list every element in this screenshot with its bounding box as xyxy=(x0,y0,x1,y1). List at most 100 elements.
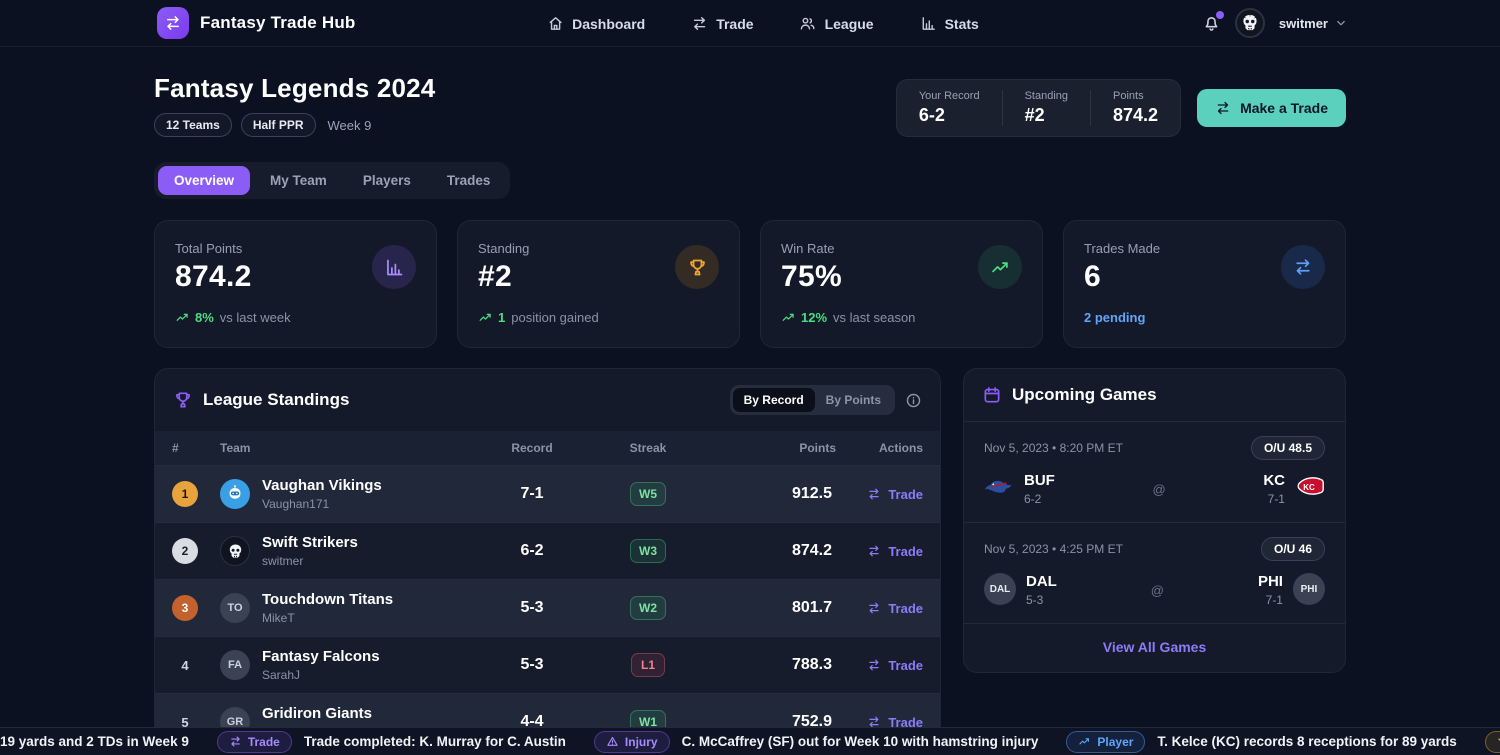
team-name: Fantasy Falcons xyxy=(262,648,380,666)
trade-label: Trade xyxy=(888,657,923,673)
home-team-record: 7-1 xyxy=(1265,593,1283,607)
calendar-icon xyxy=(982,385,1002,405)
trend-up-icon xyxy=(978,245,1022,289)
stat-suffix: vs last season xyxy=(833,310,916,325)
user-avatar[interactable] xyxy=(1234,8,1265,38)
trend-up-icon xyxy=(175,310,190,325)
summary-label: Standing xyxy=(1024,90,1069,102)
teams-badge: 12 Teams xyxy=(154,113,232,137)
team-owner: MikeT xyxy=(262,610,295,625)
team-points: 801.7 xyxy=(791,599,832,616)
nav-item-league[interactable]: League xyxy=(800,15,874,32)
standings-title: League Standings xyxy=(203,390,350,409)
streak-badge: W2 xyxy=(630,596,666,620)
rank-badge: 2 xyxy=(172,538,198,564)
top-navbar: Fantasy Trade Hub Dashboard Trade League… xyxy=(0,0,1500,47)
away-team-abbr: BUF xyxy=(1024,472,1055,489)
trophy-icon xyxy=(173,390,193,410)
view-all-games-link[interactable]: View All Games xyxy=(964,623,1345,672)
tab-overview[interactable]: Overview xyxy=(158,166,251,195)
skull-mascot-avatar xyxy=(220,536,250,566)
team-owner: Vaughan171 xyxy=(262,496,330,511)
ticker-text: C. McCaffrey (SF) out for Week 10 with h… xyxy=(681,734,1039,749)
team-points: 912.5 xyxy=(791,485,832,502)
users-icon xyxy=(800,15,817,32)
col-team: Team xyxy=(220,441,251,455)
swap-arrows-icon xyxy=(867,487,881,501)
record-summary-card: Your Record 6-2 Standing #2 Points 874.2 xyxy=(895,79,1182,137)
nav-label: League xyxy=(824,15,874,32)
team-record: 5-3 xyxy=(520,599,544,616)
trend-up-icon xyxy=(1078,735,1091,748)
toggle-by-record[interactable]: By Record xyxy=(732,388,815,412)
initials-avatar: FA xyxy=(220,650,250,680)
ticker-text: 19 yards and 2 TDs in Week 9 xyxy=(0,734,189,749)
username: switmer xyxy=(1278,15,1328,31)
team-owner: switmer xyxy=(262,553,304,568)
home-icon xyxy=(547,15,564,32)
info-icon[interactable] xyxy=(905,392,922,409)
team-name: Gridiron Giants xyxy=(262,705,373,723)
game-card: Nov 5, 2023 • 8:20 PM ET O/U 48.5 xyxy=(964,421,1345,522)
swap-arrows-icon xyxy=(1281,245,1325,289)
trophy-icon xyxy=(675,245,719,289)
tab-my-team[interactable]: My Team xyxy=(270,173,327,188)
stat-label: Standing xyxy=(478,241,530,256)
ticker-tag-label: Trade xyxy=(247,734,280,749)
team-points: 874.2 xyxy=(791,542,832,559)
trade-button[interactable]: Trade xyxy=(867,544,923,559)
main-nav: Dashboard Trade League Stats xyxy=(547,0,979,47)
tab-trades[interactable]: Trades xyxy=(446,173,491,188)
trade-label: Trade xyxy=(888,543,923,559)
standings-header-row: # Team Record Streak Points Actions xyxy=(155,431,940,465)
rank-badge: 3 xyxy=(172,595,198,621)
chiefs-logo-icon: KC xyxy=(1295,472,1325,502)
nav-item-trade[interactable]: Trade xyxy=(691,15,754,32)
trade-button[interactable]: Trade xyxy=(867,715,923,730)
app-logo[interactable] xyxy=(157,7,189,39)
streak-badge: L1 xyxy=(631,653,665,677)
stat-delta: 8% xyxy=(195,310,214,325)
toggle-by-points[interactable]: By Points xyxy=(825,393,881,407)
pending-trades-link[interactable]: 2 pending xyxy=(1084,310,1146,325)
scoring-badge: Half PPR xyxy=(240,113,316,137)
ticker-tag-label: Injury xyxy=(624,734,658,749)
summary-label: Points xyxy=(1113,90,1144,102)
tab-players[interactable]: Players xyxy=(362,173,411,188)
view-tabs: Overview My Team Players Trades xyxy=(154,162,511,199)
ticker-tag-player: Player xyxy=(1066,730,1146,753)
trade-button[interactable]: Trade xyxy=(867,658,923,673)
trade-label: Trade xyxy=(888,486,923,502)
stat-delta: 12% xyxy=(801,310,828,325)
user-menu[interactable]: switmer xyxy=(1279,16,1348,31)
trade-button[interactable]: Trade xyxy=(867,601,923,616)
team-owner: SarahJ xyxy=(262,667,301,682)
nav-item-dashboard[interactable]: Dashboard xyxy=(547,15,645,32)
swap-arrows-icon xyxy=(691,15,708,32)
upcoming-games-title: Upcoming Games xyxy=(1012,385,1157,404)
team-record: 6-2 xyxy=(520,542,544,559)
team-name: Vaughan Vikings xyxy=(262,477,382,495)
team-record: 7-1 xyxy=(520,485,544,502)
over-under-badge: O/U 46 xyxy=(1260,537,1325,561)
stat-label: Trades Made xyxy=(1084,241,1161,256)
stat-card-trades-made: Trades Made 6 2 pending xyxy=(1063,220,1346,348)
away-team-abbr: DAL xyxy=(1026,573,1057,590)
at-symbol: @ xyxy=(1152,481,1166,497)
svg-text:KC: KC xyxy=(1303,483,1315,492)
game-datetime: Nov 5, 2023 • 4:25 PM ET xyxy=(984,542,1123,556)
skull-mascot-icon xyxy=(1243,14,1257,31)
over-under-badge: O/U 48.5 xyxy=(1250,436,1325,460)
swap-arrows-icon xyxy=(1215,100,1231,116)
robot-mascot-avatar xyxy=(220,479,250,509)
nav-label: Stats xyxy=(944,15,979,32)
trade-label: Trade xyxy=(888,714,923,730)
make-trade-button[interactable]: Make a Trade xyxy=(1197,89,1346,127)
trade-button[interactable]: Trade xyxy=(867,487,923,502)
app-title: Fantasy Trade Hub xyxy=(200,13,356,32)
nav-item-stats[interactable]: Stats xyxy=(920,15,979,32)
team-record: 5-3 xyxy=(520,656,544,673)
team-name: Touchdown Titans xyxy=(262,591,394,609)
trade-label: Trade xyxy=(888,600,923,616)
notifications-button[interactable] xyxy=(1202,10,1224,33)
